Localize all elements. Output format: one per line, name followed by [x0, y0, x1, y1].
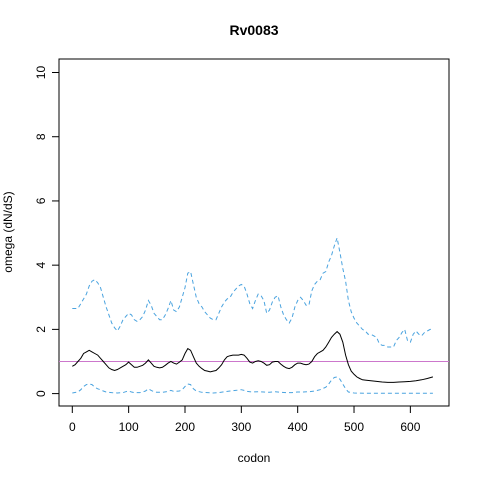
x-tick-label: 300: [231, 420, 251, 434]
x-axis-label: codon: [238, 451, 271, 465]
x-axis: 0 100 200 300 400 500 600: [69, 405, 421, 434]
y-tick-label: 6: [34, 197, 48, 204]
x-tick-label: 0: [69, 420, 76, 434]
y-tick-label: 8: [34, 133, 48, 140]
x-tick-label: 500: [344, 420, 364, 434]
x-tick-label: 600: [400, 420, 420, 434]
y-tick-label: 10: [34, 66, 48, 80]
y-axis: 0 2 4 6 8 10: [34, 66, 60, 397]
y-tick-label: 2: [34, 326, 48, 333]
x-tick-label: 200: [175, 420, 195, 434]
x-tick-label: 100: [119, 420, 139, 434]
x-tick-label: 400: [288, 420, 308, 434]
series-line-lower: [72, 376, 433, 394]
plot-area: [59, 235, 449, 394]
y-tick-label: 4: [34, 262, 48, 269]
y-tick-label: 0: [34, 390, 48, 397]
series-line-upper: [72, 235, 433, 348]
plot-frame: [58, 58, 450, 407]
y-axis-label: omega (dN/dS): [1, 191, 15, 272]
series-line-estimate: [72, 330, 434, 383]
chart-title: Rv0083: [229, 22, 278, 38]
